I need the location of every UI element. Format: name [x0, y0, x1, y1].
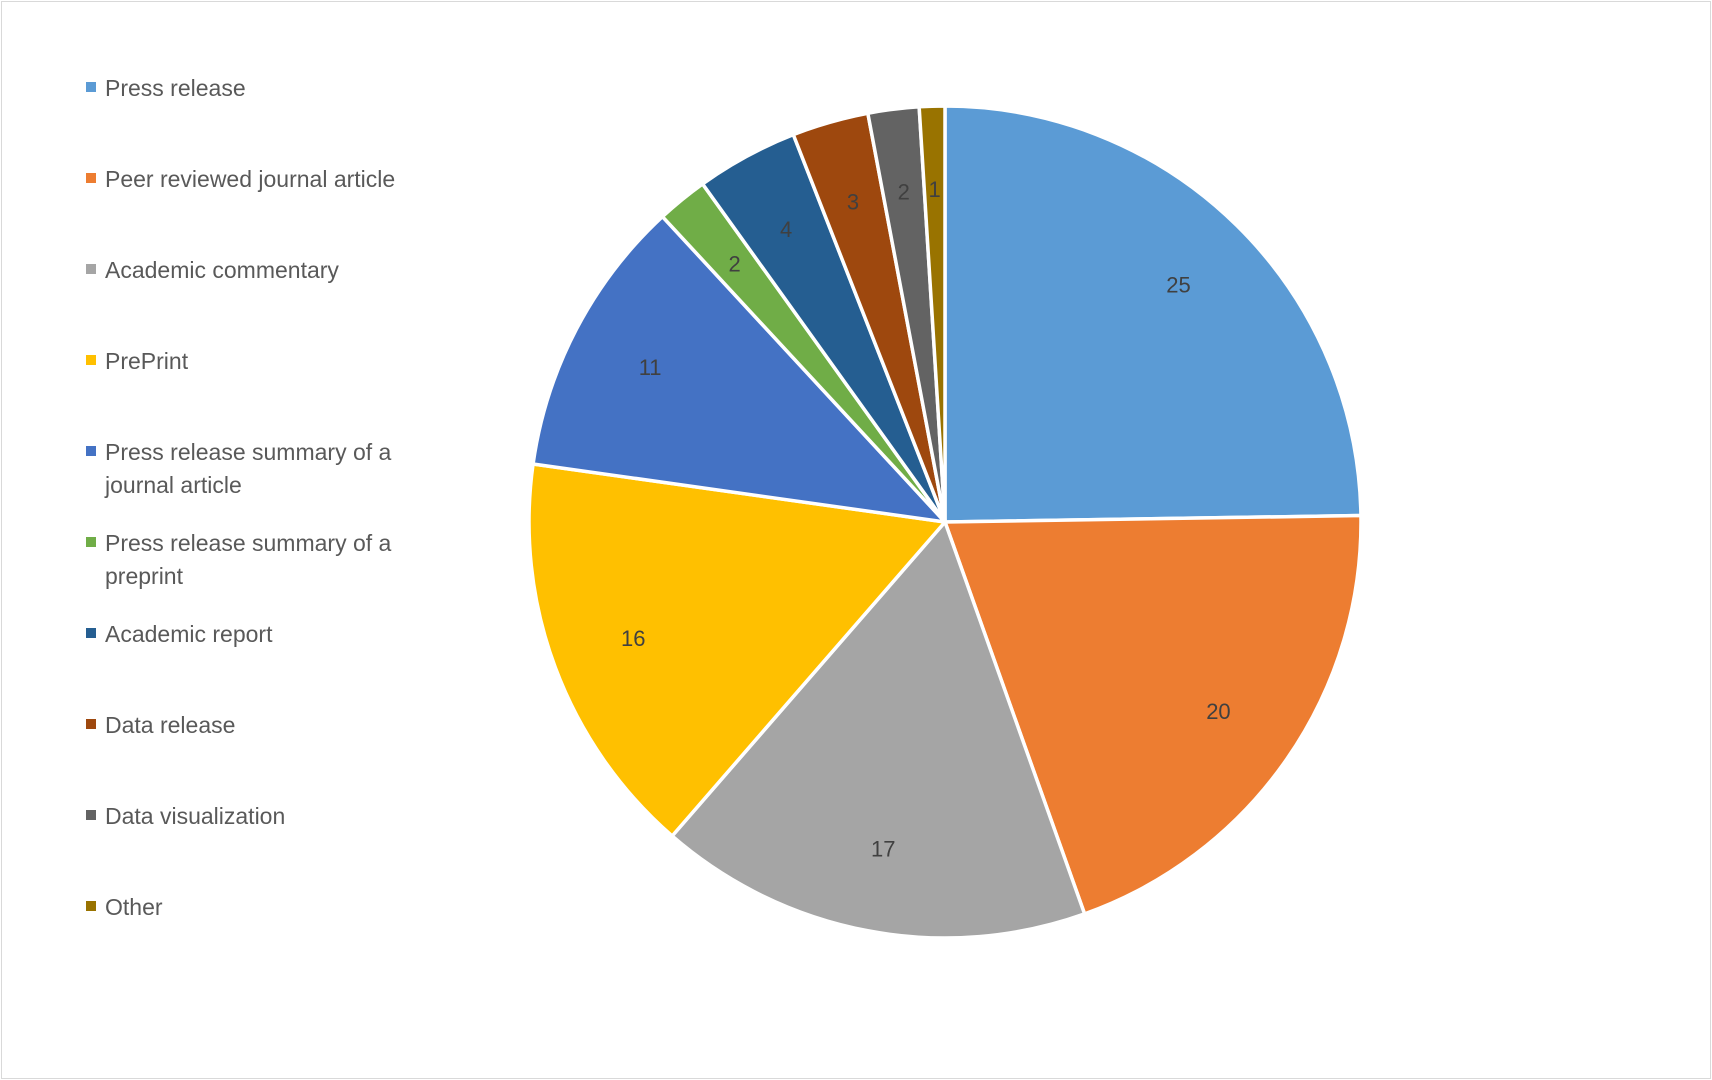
legend-label: Other — [105, 894, 163, 920]
legend-swatch — [86, 719, 96, 729]
legend-label: Press release — [105, 75, 246, 101]
data-label-academic-report: 4 — [780, 217, 792, 242]
data-label-press-release: 25 — [1166, 272, 1190, 297]
legend-item-academic-report: Academic report — [86, 618, 466, 651]
legend-item-other: Other — [86, 891, 466, 924]
pie-slice-academic-commentary — [670, 520, 1087, 940]
legend-label: Data visualization — [105, 803, 286, 829]
legend-swatch — [86, 173, 96, 183]
legend-label: Peer reviewed journal article — [105, 166, 396, 192]
legend-swatch — [86, 628, 96, 638]
data-label-other: 1 — [929, 177, 941, 202]
legend-item-peer-reviewed-journal-article: Peer reviewed journal article — [86, 163, 466, 196]
legend-label: Data release — [105, 712, 236, 738]
legend-swatch — [86, 537, 96, 547]
legend-label: Academic commentary — [105, 257, 339, 283]
pie-slice-press-release — [943, 104, 1363, 524]
data-label-data-release: 3 — [847, 190, 859, 215]
data-label-preprint: 16 — [621, 626, 645, 651]
data-label-press-release-summary-of-a-preprint: 2 — [729, 252, 741, 277]
legend-swatch — [86, 810, 96, 820]
legend-label: Press release summary of a preprint — [105, 530, 392, 589]
pie-slice-preprint — [527, 462, 947, 838]
pie-slice-peer-reviewed-journal-article — [943, 513, 1363, 916]
data-label-data-visualization: 2 — [898, 179, 910, 204]
legend-item-press-release-summary-preprint: Press release summary of a preprint — [86, 527, 466, 593]
legend-item-preprint: PrePrint — [86, 345, 466, 378]
legend-swatch — [86, 355, 96, 365]
legend-swatch — [86, 446, 96, 456]
legend-swatch — [86, 264, 96, 274]
legend-item-data-visualization: Data visualization — [86, 800, 466, 833]
data-label-peer-reviewed-journal-article: 20 — [1206, 699, 1230, 724]
legend-item-press-release-summary-journal: Press release summary of a journal artic… — [86, 436, 466, 502]
data-label-academic-commentary: 17 — [871, 837, 895, 862]
legend-item-academic-commentary: Academic commentary — [86, 254, 466, 287]
data-label-press-release-summary-of-a-journal-article: 11 — [639, 355, 662, 380]
legend-label: Press release summary of a journal artic… — [105, 439, 392, 498]
legend-label: PrePrint — [105, 348, 189, 374]
legend-swatch — [86, 901, 96, 911]
legend-item-press-release: Press release — [86, 72, 466, 105]
legend-item-data-release: Data release — [86, 709, 466, 742]
legend-swatch — [86, 82, 96, 92]
pie-slice-press-release-summary-of-a-journal-article — [531, 214, 947, 524]
legend-label: Academic report — [105, 621, 273, 647]
pie-slice-other — [917, 104, 947, 524]
